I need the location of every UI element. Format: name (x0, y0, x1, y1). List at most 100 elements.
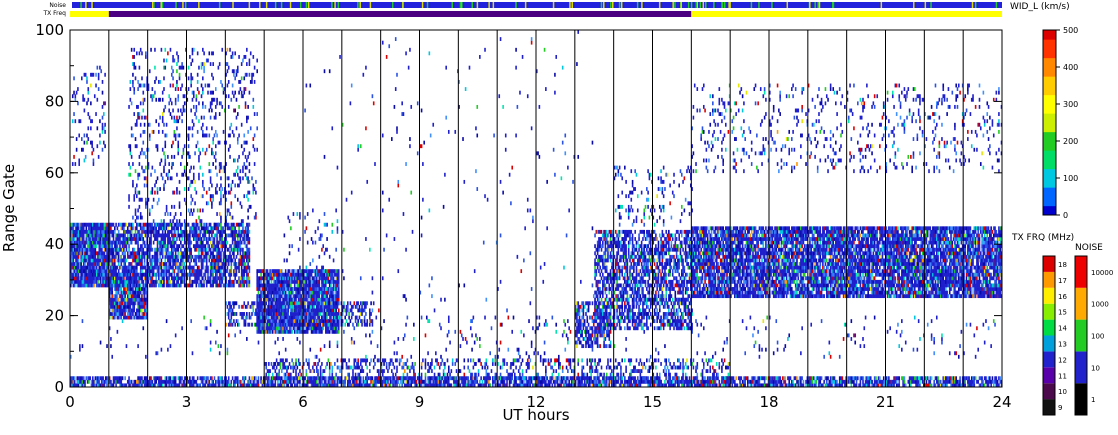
data-cell (248, 58, 251, 63)
data-cell (108, 262, 111, 266)
data-cell (288, 315, 291, 320)
data-cell (114, 258, 116, 263)
data-cell (77, 240, 80, 245)
data-cell (313, 294, 315, 299)
data-cell (358, 308, 361, 313)
noise-marker (600, 2, 603, 8)
data-cell (142, 83, 145, 88)
data-cell (214, 190, 217, 195)
data-cell (134, 272, 137, 277)
data-cell (209, 169, 212, 174)
data-cell (150, 244, 152, 249)
data-cell (325, 287, 327, 291)
data-cell (303, 297, 305, 302)
data-cell (335, 272, 337, 277)
data-cell (81, 222, 84, 227)
data-cell (200, 272, 203, 277)
data-cell (273, 312, 275, 316)
data-cell (335, 297, 337, 302)
data-cell (163, 237, 165, 241)
data-cell (220, 283, 222, 288)
data-cell (211, 265, 213, 270)
data-cell (115, 244, 117, 249)
data-cell (243, 258, 246, 263)
data-cell (156, 222, 159, 227)
data-cell (161, 90, 164, 95)
data-cell (142, 290, 145, 295)
data-cell (225, 162, 227, 166)
noise-marker (924, 2, 927, 8)
data-cell (283, 322, 286, 327)
data-cell (319, 312, 322, 316)
data-cell (240, 204, 243, 209)
data-cell (164, 229, 167, 234)
data-cell (297, 290, 300, 295)
data-cell (312, 294, 314, 299)
data-cell (81, 251, 84, 256)
data-cell (129, 237, 132, 241)
data-cell (230, 272, 233, 277)
data-cell (138, 204, 141, 209)
data-cell (112, 315, 115, 320)
data-cell (111, 262, 114, 266)
data-cell (161, 222, 164, 227)
data-cell (138, 65, 141, 70)
data-cell (288, 290, 291, 295)
data-cell (169, 222, 172, 227)
data-cell (312, 315, 314, 320)
data-cell (271, 290, 274, 295)
data-cell (293, 301, 296, 306)
data-cell (231, 90, 234, 95)
data-cell (194, 187, 196, 191)
data-cell (167, 233, 169, 238)
data-cell (284, 326, 287, 331)
data-cell (154, 222, 156, 227)
data-cell (139, 297, 142, 302)
data-cell (239, 233, 242, 238)
data-cell (128, 315, 130, 320)
data-cell (147, 272, 150, 277)
data-cell (95, 226, 98, 231)
data-cell (136, 144, 138, 149)
data-cell (363, 315, 366, 320)
data-cell (84, 251, 86, 256)
data-cell (101, 244, 103, 249)
data-cell (209, 115, 212, 120)
data-cell (270, 294, 273, 299)
data-cell (268, 369, 270, 374)
data-cell (97, 258, 99, 263)
data-cell (155, 272, 158, 277)
data-cell (271, 287, 274, 291)
data-cell (203, 226, 205, 231)
data-cell (242, 151, 244, 156)
data-cell (161, 233, 164, 238)
txfreq-bar (70, 11, 1002, 17)
data-cell (292, 290, 295, 295)
data-cell (156, 229, 159, 234)
data-cell (86, 269, 89, 274)
data-cell (240, 90, 243, 95)
data-cell (339, 312, 341, 316)
data-cell (177, 233, 180, 238)
data-cell (337, 315, 340, 320)
data-cell (141, 269, 143, 274)
data-cell (261, 269, 264, 274)
data-cell (79, 251, 81, 256)
data-cell (129, 265, 132, 270)
data-cell (208, 229, 211, 234)
data-cell (277, 315, 279, 320)
noise-marker (471, 2, 474, 8)
data-cell (180, 251, 182, 256)
data-cell (227, 226, 230, 231)
data-cell (121, 251, 124, 256)
data-cell (319, 287, 322, 291)
data-cell (300, 283, 303, 288)
data-cell (177, 251, 180, 256)
data-cell (313, 322, 315, 327)
data-cell (154, 183, 156, 188)
data-cell (235, 272, 238, 277)
data-cell (108, 315, 111, 320)
data-cell (304, 308, 306, 313)
data-cell (158, 79, 160, 84)
data-cell (236, 269, 239, 274)
